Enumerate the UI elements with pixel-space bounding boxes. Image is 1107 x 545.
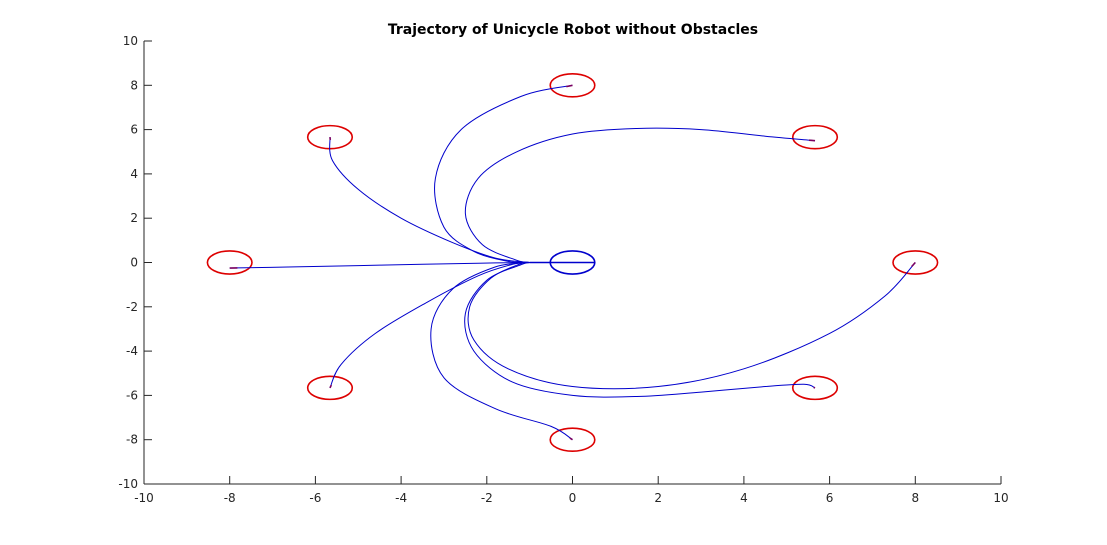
y-tick-label: -4 <box>126 344 138 358</box>
start-heading-line <box>566 84 573 88</box>
x-tick-label: 8 <box>911 491 919 505</box>
x-tick-label: 10 <box>993 491 1008 505</box>
start-robot-marker <box>206 250 253 275</box>
start-robot-marker <box>791 375 839 401</box>
x-tick-label: 6 <box>826 491 834 505</box>
trajectory-line <box>464 262 816 398</box>
y-tick-label: 8 <box>130 78 138 92</box>
y-tick-label: 6 <box>130 123 138 137</box>
trajectory-line <box>229 262 530 269</box>
start-robot-marker <box>306 375 354 401</box>
x-tick-label: -10 <box>134 491 154 505</box>
x-tick-label: -4 <box>395 491 407 505</box>
start-heading-line <box>808 139 816 142</box>
start-robot-marker <box>549 72 596 98</box>
start-heading-line <box>329 384 333 389</box>
start-heading-line <box>911 261 916 268</box>
trajectory-line <box>430 262 573 441</box>
y-tick-label: 0 <box>130 256 138 270</box>
trajectory-line <box>467 261 916 390</box>
y-tick-label: -10 <box>118 477 138 491</box>
robot-markers <box>206 72 939 453</box>
x-tick-label: 0 <box>569 491 577 505</box>
y-tick-label: 2 <box>130 211 138 225</box>
y-tick-label: -6 <box>126 388 138 402</box>
x-tick-label: -8 <box>224 491 236 505</box>
trajectory-line <box>329 262 530 389</box>
start-robot-marker <box>892 250 939 275</box>
y-tick-label: 10 <box>123 34 138 48</box>
x-tick-label: -6 <box>309 491 321 505</box>
axes: -10 -8 -6 -4 -2 0 2 4 6 8 10 10 8 6 4 2 0 -2 -4 -6 -8 -10 <box>118 34 1008 505</box>
x-tick-label: 4 <box>740 491 748 505</box>
trajectory-line <box>434 84 573 264</box>
y-tick-label: -8 <box>126 433 138 447</box>
y-tick-label: -2 <box>126 300 138 314</box>
start-robot-marker <box>791 124 839 150</box>
trajectories <box>229 84 916 441</box>
y-tick-label: 4 <box>130 167 138 181</box>
trajectory-line <box>464 127 816 263</box>
start-robot-marker <box>549 427 596 453</box>
start-heading-line <box>569 437 573 441</box>
chart-title: Trajectory of Unicycle Robot without Obs… <box>388 22 758 38</box>
x-tick-label: 2 <box>654 491 662 505</box>
x-tick-label: -2 <box>481 491 493 505</box>
trajectory-line <box>329 137 530 263</box>
